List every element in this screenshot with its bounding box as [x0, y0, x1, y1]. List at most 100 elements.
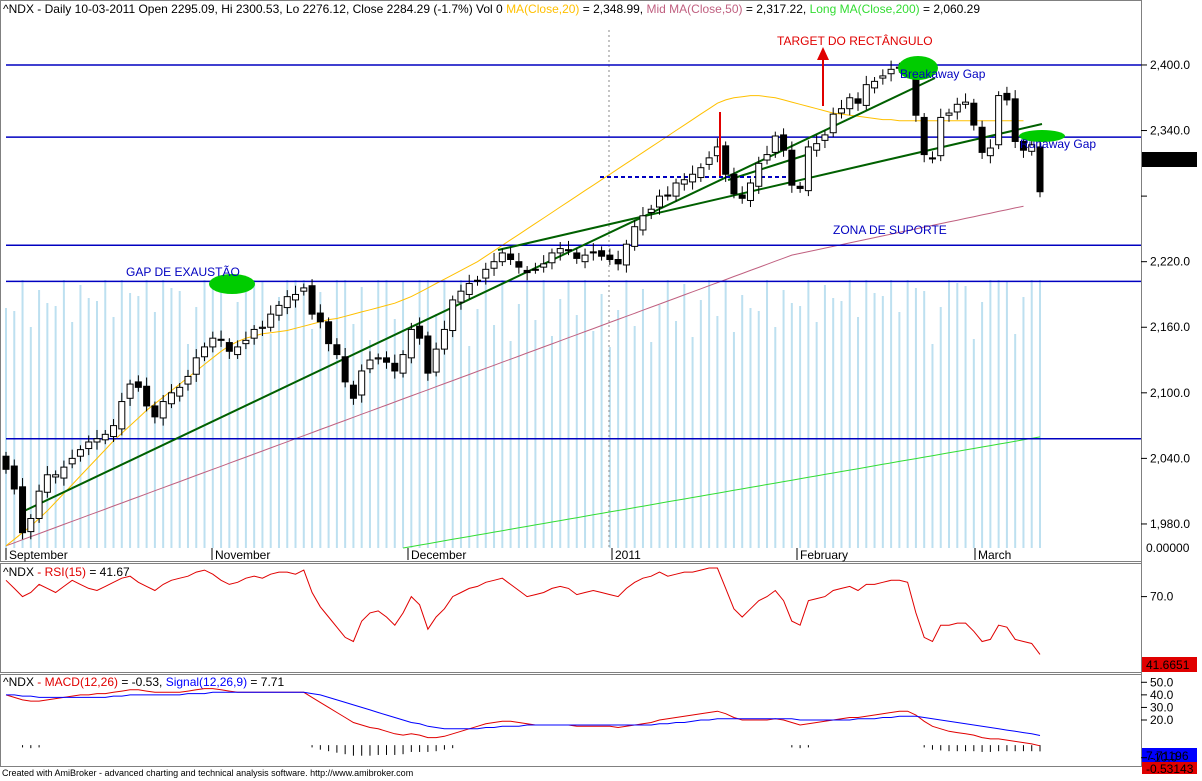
svg-text:2,284.29: 2,284.29	[1146, 153, 1193, 167]
ma200-line	[403, 436, 1041, 549]
target-arrow	[719, 47, 829, 176]
candle-body	[449, 299, 457, 332]
candle-body	[184, 375, 192, 385]
candle-body	[664, 194, 672, 197]
price-axis-area	[1141, 0, 1202, 767]
candle-body	[474, 279, 482, 282]
candle-body	[118, 401, 126, 430]
candle-body	[862, 84, 870, 106]
candle-body	[35, 490, 43, 519]
candle-body	[85, 441, 93, 450]
candle-body	[27, 517, 35, 533]
candle-body	[986, 147, 994, 157]
gap-runaway-marker	[1019, 130, 1065, 142]
footer-credit: Created with AmiBroker - advanced charti…	[2, 768, 414, 778]
candle-body	[730, 173, 738, 195]
candle-body	[631, 226, 639, 247]
macd-axis: 50.040.030.020.0 -10.0	[1141, 675, 1178, 765]
annotation-support: ZONA DE SUPORTE	[833, 223, 947, 237]
candles	[2, 60, 1044, 540]
candle-body	[581, 254, 589, 263]
candle-body	[540, 263, 548, 268]
macd-panel[interactable]	[0, 674, 1142, 767]
candle-body	[292, 293, 300, 301]
candle-body	[349, 384, 357, 399]
y-tick-label: 2,160.0	[1150, 320, 1190, 334]
candle-body	[143, 385, 151, 407]
x-tick-label: December	[411, 548, 466, 562]
volume-bars	[5, 280, 1041, 548]
candle-body	[1003, 92, 1011, 101]
candle-body	[829, 113, 837, 134]
candle-body	[275, 304, 283, 316]
candle-body	[813, 143, 821, 151]
annotation-runaway: Runaway Gap	[1020, 137, 1096, 151]
macd-tick-label: 30.0	[1150, 700, 1174, 714]
candle-body	[482, 268, 490, 279]
x-tick-label: March	[978, 548, 1011, 562]
candle-body	[1036, 146, 1044, 193]
x-tick-label: 2011	[615, 548, 641, 562]
candle-body	[738, 194, 746, 199]
svg-text:-0.53143: -0.53143	[1146, 762, 1194, 776]
candle-body	[498, 252, 506, 263]
y-tick-label: 2,400.0	[1150, 58, 1190, 72]
candle-body	[598, 250, 606, 257]
candle-body	[722, 145, 730, 175]
gap-exhaustion-marker	[209, 274, 255, 294]
candle-body	[19, 486, 27, 534]
candle-body	[531, 268, 539, 271]
candle-body	[689, 173, 697, 183]
y-tick-label: 1,980.0	[1150, 517, 1190, 531]
x-tick-label: February	[800, 548, 848, 562]
candle-body	[928, 157, 936, 160]
candle-body	[341, 356, 349, 383]
candle-body	[110, 425, 118, 438]
candle-body	[821, 134, 829, 141]
candle-body	[854, 98, 862, 104]
candle-body	[192, 357, 200, 375]
badge-last-close: 2,284.29	[1142, 152, 1197, 167]
candle-body	[416, 325, 424, 339]
signal-line	[6, 691, 1041, 736]
candle-body	[1011, 98, 1019, 142]
candle-body	[705, 157, 713, 165]
candle-body	[920, 116, 928, 156]
rsi-panel[interactable]	[0, 563, 1142, 673]
candle-body	[945, 112, 953, 116]
candle-body	[804, 146, 812, 192]
macd-header: ^NDX - MACD(12,26) = -0.53, Signal(12,26…	[3, 675, 284, 689]
candle-body	[1028, 144, 1036, 152]
candle-body	[763, 154, 771, 161]
candle-body	[746, 182, 754, 201]
candle-body	[201, 346, 209, 358]
ma200-label: Long MA(Close,200)	[810, 2, 920, 16]
candle-body	[639, 215, 647, 231]
candle-body	[564, 249, 572, 252]
candle-body	[250, 328, 258, 339]
candle-body	[953, 103, 961, 113]
candle-body	[159, 401, 167, 419]
candle-body	[606, 254, 614, 260]
ma50-path	[5, 205, 1024, 547]
macd-tick-label: -10.0	[1150, 751, 1178, 765]
candle-body	[788, 149, 796, 186]
candle-body	[10, 465, 18, 490]
candle-body	[101, 433, 109, 441]
candle-body	[672, 182, 680, 197]
ma20-label: MA(Close,20)	[506, 2, 579, 16]
candle-body	[548, 252, 556, 264]
x-axis: September November December 2011 February Mar…	[5, 548, 1011, 562]
candle-body	[126, 383, 134, 399]
candle-body	[333, 344, 341, 356]
svg-text:41.6651: 41.6651	[1146, 658, 1190, 672]
rsi-path	[5, 567, 1041, 655]
y-tick-label: 2,340.0	[1150, 124, 1190, 138]
horizontal-levels	[6, 64, 1141, 440]
candle-body	[978, 126, 986, 153]
candle-body	[647, 208, 655, 214]
candle-body	[52, 474, 60, 478]
candle-body	[573, 252, 581, 259]
candle-body	[374, 357, 382, 360]
